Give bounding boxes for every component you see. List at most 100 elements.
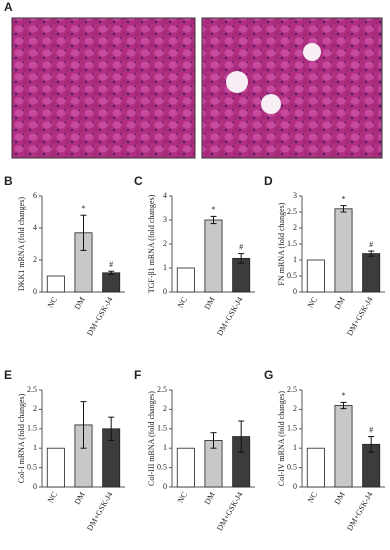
x-tick-label: NC [46,490,59,504]
y-tick-label: 0.5 [287,271,297,280]
y-axis-label: Col-I mRNA (fold changes) [17,393,26,483]
panel-label: B [4,174,13,188]
y-tick-label: 1.5 [27,424,37,433]
panel-label: A [4,0,13,14]
bar [102,272,121,293]
error-bar [368,436,375,453]
error-bar [340,401,347,410]
y-tick-label: 4 [33,223,37,232]
y-tick-label: 1.5 [157,424,167,433]
y-tick-label: 2 [33,255,37,264]
x-tick-label: DM [73,490,87,506]
y-axis-label: TGF-β1 mRNA (fold changes) [147,194,156,293]
y-tick-label: 0.5 [27,462,37,471]
y-tick-label: 1.5 [287,239,297,248]
y-tick-label: 0 [163,482,167,491]
error-bar [368,250,375,257]
error-bar [80,401,87,449]
x-tick-label: NC [46,295,59,309]
y-tick-label: 2.5 [27,385,37,394]
y-tick-label: 1.5 [287,424,297,433]
y-tick-label: 2 [293,223,297,232]
x-tick-label: NC [306,295,319,309]
bar [204,219,223,293]
significance-marker: * [82,204,86,213]
significance-marker: * [212,205,216,214]
y-axis-label: Col-III mRNA (fold changes) [147,391,156,486]
significance-marker: # [239,242,243,251]
y-tick-label: 4 [163,191,167,200]
y-tick-label: 0.5 [157,462,167,471]
y-tick-label: 0 [293,287,297,296]
bar [306,447,325,488]
significance-marker: * [342,391,346,400]
y-tick-label: 6 [33,191,37,200]
error-bar [238,253,245,264]
y-axis-label: Col-IV mRNA (fold changes) [277,391,286,487]
x-tick-label: DM [203,490,217,506]
x-tick-label: NC [176,490,189,504]
significance-marker: # [109,260,113,269]
bar [334,208,353,293]
x-tick-label: DM [333,295,347,311]
significance-marker: * [342,194,346,203]
error-bar [238,420,245,453]
error-bar [210,432,217,449]
x-tick-label: DM [73,295,87,311]
error-bar [80,214,87,251]
y-tick-label: 0 [293,482,297,491]
bar [306,259,325,293]
y-tick-label: 1 [33,443,37,452]
y-axis-label: FN mRNA (fold changes) [277,202,286,285]
significance-marker: # [369,240,373,249]
bar [334,405,353,488]
y-tick-label: 3 [163,215,167,224]
error-bar [108,416,115,441]
x-tick-label: DM+GSK-J4 [85,490,114,532]
x-tick-label: DM+GSK-J4 [345,295,374,337]
y-tick-label: 0 [163,287,167,296]
y-tick-label: 2 [293,404,297,413]
histology-image [11,17,196,159]
x-tick-label: DM+GSK-J4 [215,295,244,337]
error-bar [108,270,115,275]
panel-label: E [4,368,12,382]
x-tick-label: DM+GSK-J4 [85,295,114,337]
significance-marker: # [369,425,373,434]
y-tick-label: 0.5 [287,462,297,471]
x-tick-label: NC [176,295,189,309]
y-tick-label: 0 [33,482,37,491]
error-bar [210,215,217,225]
lumen [261,94,281,114]
x-tick-label: DM+GSK-J4 [215,490,244,532]
y-tick-label: 2 [33,404,37,413]
bar [46,447,65,488]
y-axis-label: DKK1 mRNA (fold changes) [17,197,26,291]
x-tick-label: DM [333,490,347,506]
bar [46,275,65,293]
y-tick-label: 2 [163,404,167,413]
lumen [226,71,248,93]
x-tick-label: NC [306,490,319,504]
bar [362,253,381,293]
y-tick-label: 1 [293,443,297,452]
error-bar [340,205,347,213]
panel-label: C [134,174,143,188]
lumen [303,43,321,61]
bar [176,447,195,488]
x-tick-label: DM [203,295,217,311]
y-tick-label: 2.5 [287,385,297,394]
y-tick-label: 0 [33,287,37,296]
y-tick-label: 2.5 [287,207,297,216]
y-tick-label: 1 [163,443,167,452]
y-tick-label: 1 [293,255,297,264]
bar [176,267,195,293]
y-tick-label: 2 [163,239,167,248]
y-tick-label: 2.5 [157,385,167,394]
panel-label: G [264,368,273,382]
x-tick-label: DM+GSK-J4 [345,490,374,532]
panel-label: F [134,368,141,382]
panel-label: D [264,174,273,188]
y-tick-label: 1 [163,263,167,272]
